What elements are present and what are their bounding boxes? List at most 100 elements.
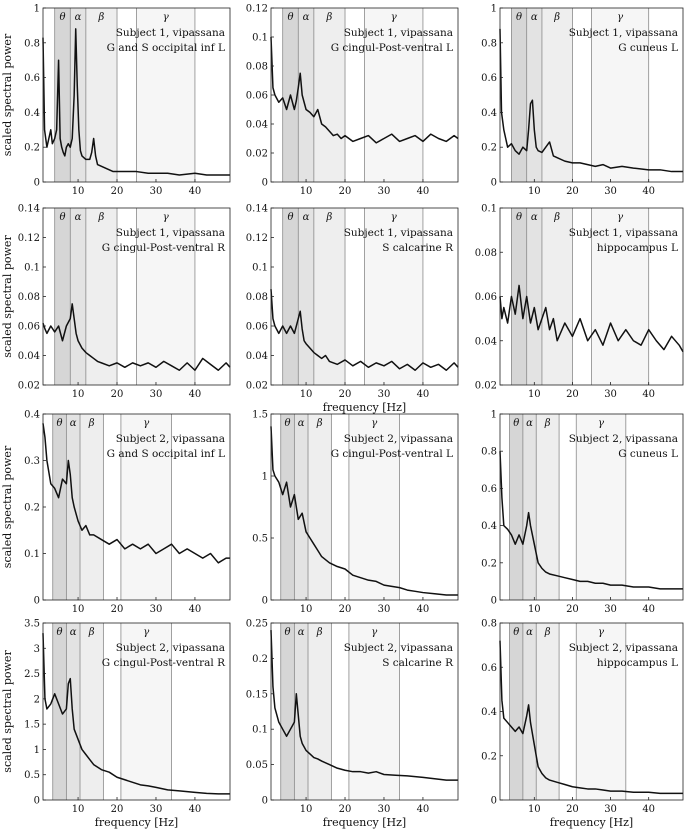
spectrum-line — [499, 284, 684, 353]
y-tick-label: 0.12 — [18, 233, 40, 244]
alpha-band — [298, 8, 314, 182]
theta-label: θ — [285, 627, 291, 638]
panel-annotation: Subject 2, vipassana — [116, 433, 225, 445]
y-tick-label: 0 — [262, 596, 268, 607]
theta-label: θ — [57, 627, 63, 638]
theta-band — [509, 414, 523, 600]
y-tick-label: 0.02 — [246, 149, 268, 160]
y-tick-label: 2 — [34, 694, 40, 705]
theta-band — [511, 8, 527, 182]
x-tick-label: 10 — [300, 186, 313, 197]
panel-annotation: Subject 2, vipassana — [344, 433, 453, 445]
y-tick-label: 0.1 — [24, 263, 40, 274]
theta-label: θ — [59, 12, 65, 23]
alpha-band — [522, 414, 537, 600]
panel-annotation: G cuneus L — [618, 42, 678, 54]
gamma-band — [136, 208, 195, 385]
beta-band — [80, 623, 104, 800]
x-tick-label: 20 — [339, 604, 352, 615]
beta-label: β — [88, 418, 95, 429]
panel-annotation: Subject 2, vipassana — [569, 433, 678, 445]
y-tick-label: 0.1 — [252, 725, 268, 736]
panel-annotation: G cingul-Post-ventral R — [102, 242, 226, 254]
theta-band — [509, 623, 523, 800]
y-tick-label: 0.14 — [246, 204, 268, 215]
x-tick-label: 10 — [528, 389, 541, 400]
x-tick-label: 40 — [642, 804, 655, 815]
axes-frame — [499, 413, 684, 601]
x-tick-label: 40 — [189, 804, 202, 815]
panel-annotation: S calcarine R — [382, 657, 454, 669]
panel-annotation: Subject 1, vipassana — [344, 27, 453, 39]
y-tick-label: 0.08 — [246, 292, 268, 303]
x-tick-label: 10 — [72, 804, 85, 815]
alpha-label: α — [303, 12, 310, 23]
alpha-band — [70, 208, 86, 385]
y-tick-label: 1 — [491, 4, 497, 15]
x-tick-label: 20 — [111, 604, 124, 615]
y-tick-label: 2.5 — [24, 669, 40, 680]
alpha-band — [66, 414, 81, 600]
x-tick-label: 30 — [378, 804, 391, 815]
y-tick-label: 0 — [262, 178, 268, 189]
y-tick-label: 0 — [262, 796, 268, 807]
gamma-band — [136, 8, 195, 182]
y-tick-label: 0 — [34, 796, 40, 807]
x-tick-label: 20 — [566, 186, 579, 197]
beta-label: β — [98, 212, 105, 223]
x-tick-label: 30 — [150, 604, 163, 615]
beta-band — [536, 623, 560, 800]
x-axis-label: frequency [Hz] — [323, 401, 406, 414]
spectrum-line — [270, 289, 459, 371]
y-tick-label: 3 — [34, 644, 40, 655]
theta-band — [54, 208, 71, 385]
y-tick-label: 0.6 — [481, 73, 497, 84]
x-tick-label: 10 — [72, 389, 85, 400]
gamma-label: γ — [617, 12, 623, 23]
alpha-band — [526, 8, 542, 182]
panel-annotation: Subject 1, vipassana — [344, 227, 453, 239]
theta-band — [52, 414, 67, 600]
x-tick-label: 20 — [566, 804, 579, 815]
y-tick-label: 0.2 — [24, 503, 40, 514]
spectrum-line — [42, 633, 230, 795]
y-tick-label: 0.06 — [246, 322, 268, 333]
panel-annotation: hippocampus L — [597, 657, 678, 669]
x-tick-label: 30 — [150, 186, 163, 197]
x-tick-label: 30 — [604, 186, 617, 197]
x-tick-label: 10 — [528, 604, 541, 615]
theta-band — [52, 623, 67, 800]
gamma-band — [591, 8, 649, 182]
x-tick-label: 10 — [300, 804, 313, 815]
panel-annotation: G and S occipital inf L — [107, 448, 225, 460]
beta-band — [308, 623, 332, 800]
theta-band — [511, 208, 527, 385]
panel-annotation: Subject 2, vipassana — [569, 642, 678, 654]
y-tick-label: 1.5 — [252, 410, 268, 421]
spectrum-line — [42, 423, 230, 564]
alpha-band — [294, 414, 309, 600]
y-tick-label: 0.1 — [24, 549, 40, 560]
alpha-label: α — [75, 212, 82, 223]
beta-band — [308, 414, 332, 600]
axes-frame — [499, 7, 684, 183]
x-axis-label: frequency [Hz] — [95, 816, 178, 829]
spectrum-line — [499, 451, 683, 590]
x-tick-label: 40 — [417, 389, 430, 400]
y-tick-label: 0.6 — [481, 663, 497, 674]
y-tick-label: 1 — [491, 410, 497, 421]
alpha-label: α — [75, 12, 82, 23]
x-tick-label: 10 — [300, 604, 313, 615]
x-axis-label: frequency [Hz] — [323, 816, 406, 829]
y-tick-label: 0.2 — [481, 143, 497, 154]
alpha-band — [298, 208, 314, 385]
axes-frame — [270, 622, 459, 801]
gamma-label: γ — [391, 212, 397, 223]
theta-label: θ — [287, 12, 293, 23]
alpha-label: α — [531, 12, 538, 23]
y-tick-label: 0.8 — [24, 38, 40, 49]
x-tick-label: 20 — [566, 604, 579, 615]
y-tick-label: 0.02 — [475, 381, 497, 392]
panel-4: θ α β γ Subject 1, vipassana G cingul-Post-ve… — [1, 204, 231, 400]
y-tick-label: 0.8 — [481, 447, 497, 458]
